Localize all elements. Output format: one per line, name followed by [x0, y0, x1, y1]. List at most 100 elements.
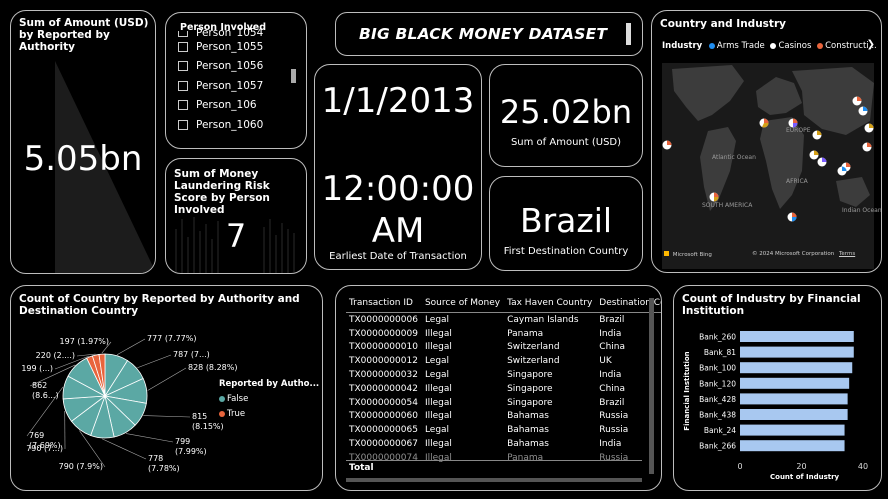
- slicer-item-label: Person_1057: [196, 79, 264, 92]
- slicer-item[interactable]: Person_1060: [178, 115, 263, 135]
- table-cell: India: [599, 370, 622, 381]
- earliest-date-card[interactable]: 1/1/2013 12:00:00 AM Earliest Date of Tr…: [314, 64, 482, 270]
- map-marker: [662, 140, 672, 150]
- pie-data-label: 815 (8.15%): [192, 412, 224, 431]
- pie-leader-line: [76, 353, 96, 357]
- table-row[interactable]: TX0000000060 Illegal Bahamas Russia: [346, 409, 661, 423]
- table-cell: UK: [599, 356, 612, 367]
- table-row[interactable]: TX0000000054 Illegal Singapore Brazil: [346, 396, 661, 410]
- table-cell: Illegal: [424, 328, 452, 339]
- bar[interactable]: [740, 377, 850, 389]
- risk-score-title: Sum of Money Laundering Risk Score by Pe…: [174, 168, 270, 216]
- slicer-item[interactable]: Person_1056: [178, 57, 263, 77]
- table-cell: India: [599, 328, 622, 339]
- pie-legend: Reported by Autho... False True: [219, 379, 319, 419]
- bar[interactable]: [740, 424, 845, 436]
- pie-leader-line: [143, 415, 191, 418]
- bar-chart: Bank_260 Bank_81 Bank_100 Bank_120 Bank_428 B…: [699, 331, 868, 471]
- table-cell: Cayman Islands: [507, 314, 579, 325]
- legend-item-construction[interactable]: Constructi...: [817, 41, 877, 51]
- table-row[interactable]: TX0000000032 Legal Singapore India: [346, 368, 661, 382]
- legend-label: True: [227, 409, 246, 419]
- table-cell: TX0000000067: [349, 438, 418, 449]
- table-cell: Panama: [507, 452, 544, 463]
- pie-legend-item-true[interactable]: True: [219, 409, 319, 419]
- map-marker: [864, 123, 874, 133]
- table-scrollbar[interactable]: [649, 298, 654, 474]
- table-total-row: Total: [346, 460, 642, 475]
- checkbox[interactable]: [178, 80, 188, 91]
- column-header[interactable]: Source of Money: [421, 295, 505, 313]
- pie-chart-title: Count of Country by Reported by Authorit…: [19, 293, 300, 317]
- slicer-item-label: Person_106: [196, 99, 257, 112]
- table-row[interactable]: TX0000000042 Illegal Singapore China: [346, 382, 661, 396]
- transactions-table-card[interactable]: Transaction ID Source of Money Tax Haven…: [335, 285, 662, 491]
- table-cell: TX0000000060: [349, 411, 418, 422]
- legend-label: Casinos: [778, 41, 812, 51]
- map-label-africa: AFRICA: [786, 178, 809, 185]
- column-header[interactable]: Destination Coun: [596, 295, 661, 313]
- pie-legend-item-false[interactable]: False: [219, 394, 319, 404]
- earliest-time-value: 12:00:00: [321, 169, 475, 209]
- table-row[interactable]: TX0000000065 Legal Bahamas Russia: [346, 423, 661, 437]
- checkbox[interactable]: [178, 41, 188, 52]
- map-credit-terms[interactable]: Terms: [839, 251, 856, 257]
- map-marker: [817, 157, 827, 167]
- slicer-item-label: Person_1054: [196, 27, 264, 37]
- sum-by-authority-card[interactable]: Sum of Amount (USD) by Reported by Autho…: [10, 10, 156, 274]
- sum-by-authority-title: Sum of Amount (USD) by Reported by Autho…: [19, 17, 149, 53]
- slicer-item[interactable]: Person_1055: [178, 37, 263, 57]
- legend-label: False: [227, 394, 249, 404]
- column-header[interactable]: Tax Haven Country: [504, 295, 597, 313]
- slicer-scrollbar[interactable]: [291, 69, 296, 83]
- table-cell: TX0000000065: [349, 425, 418, 436]
- slicer-item-label: Person_1060: [196, 118, 264, 131]
- table-cell: India: [599, 438, 622, 449]
- slicer-item[interactable]: Person_1054: [178, 27, 263, 37]
- slicer-item[interactable]: Person_106: [178, 96, 263, 116]
- bar-category-label: Bank_438: [699, 411, 736, 420]
- bar-x-tick-label: 0: [737, 462, 742, 471]
- table-cell: Bahamas: [507, 438, 549, 449]
- bar[interactable]: [740, 346, 854, 358]
- pie-slice[interactable]: [98, 353, 106, 397]
- pie-data-label: 197 (1.97%): [60, 337, 109, 346]
- bar[interactable]: [740, 362, 853, 374]
- first-destination-card[interactable]: Brazil First Destination Country: [489, 176, 643, 271]
- table-row[interactable]: TX0000000067 Illegal Bahamas India: [346, 437, 661, 451]
- checkbox[interactable]: [178, 61, 188, 72]
- legend-item-arms-trade[interactable]: Arms Trade: [708, 41, 765, 51]
- map-card[interactable]: Country and Industry Industry Arms Trade…: [651, 10, 882, 273]
- bar[interactable]: [740, 440, 845, 452]
- checkbox[interactable]: [178, 31, 188, 37]
- table-row[interactable]: TX0000000006 Legal Cayman Islands Brazil: [346, 313, 661, 327]
- legend-next-icon[interactable]: ❯: [866, 39, 875, 50]
- risk-score-card[interactable]: Sum of Money Laundering Risk Score by Pe…: [165, 158, 307, 274]
- table-row[interactable]: TX0000000012 Legal Switzerland UK: [346, 354, 661, 368]
- bar[interactable]: [740, 409, 848, 420]
- pie-leader-line: [102, 438, 147, 460]
- table-row[interactable]: TX0000000009 Illegal Panama India: [346, 327, 661, 341]
- pie-chart-card[interactable]: Count of Country by Reported by Authorit…: [10, 285, 323, 491]
- checkbox[interactable]: [178, 100, 188, 111]
- table-horizontal-scrollbar[interactable]: [346, 478, 642, 482]
- legend-item-casinos[interactable]: Casinos: [770, 41, 811, 51]
- pie-data-label: 787 (7...): [173, 350, 210, 359]
- slicer-item[interactable]: Person_1057: [178, 76, 263, 96]
- map-label-europe: EUROPE: [786, 127, 811, 134]
- column-header[interactable]: Transaction ID: [346, 295, 422, 313]
- bar[interactable]: [740, 393, 848, 405]
- bar-chart-card[interactable]: Count of Industry by Financial Instituti…: [673, 285, 882, 491]
- table-row[interactable]: TX0000000074 Illegal Panama Russia: [346, 451, 661, 465]
- bar[interactable]: [740, 331, 854, 342]
- bar-category-label: Bank_24: [704, 426, 736, 435]
- legend-dot-icon: [219, 410, 225, 417]
- person-slicer-card[interactable]: Person Involved Person_1054 Person_1055 …: [165, 12, 307, 149]
- table-cell: Brazil: [599, 314, 625, 325]
- pie-data-label: 220 (2....): [36, 351, 75, 360]
- total-amount-card[interactable]: 25.02bn Sum of Amount (USD): [489, 64, 643, 167]
- table-row[interactable]: TX0000000010 Illegal Switzerland China: [346, 341, 661, 355]
- checkbox[interactable]: [178, 119, 188, 130]
- pie-leader-line: [125, 433, 174, 443]
- pie-data-label: 790 (7.9%): [59, 462, 103, 471]
